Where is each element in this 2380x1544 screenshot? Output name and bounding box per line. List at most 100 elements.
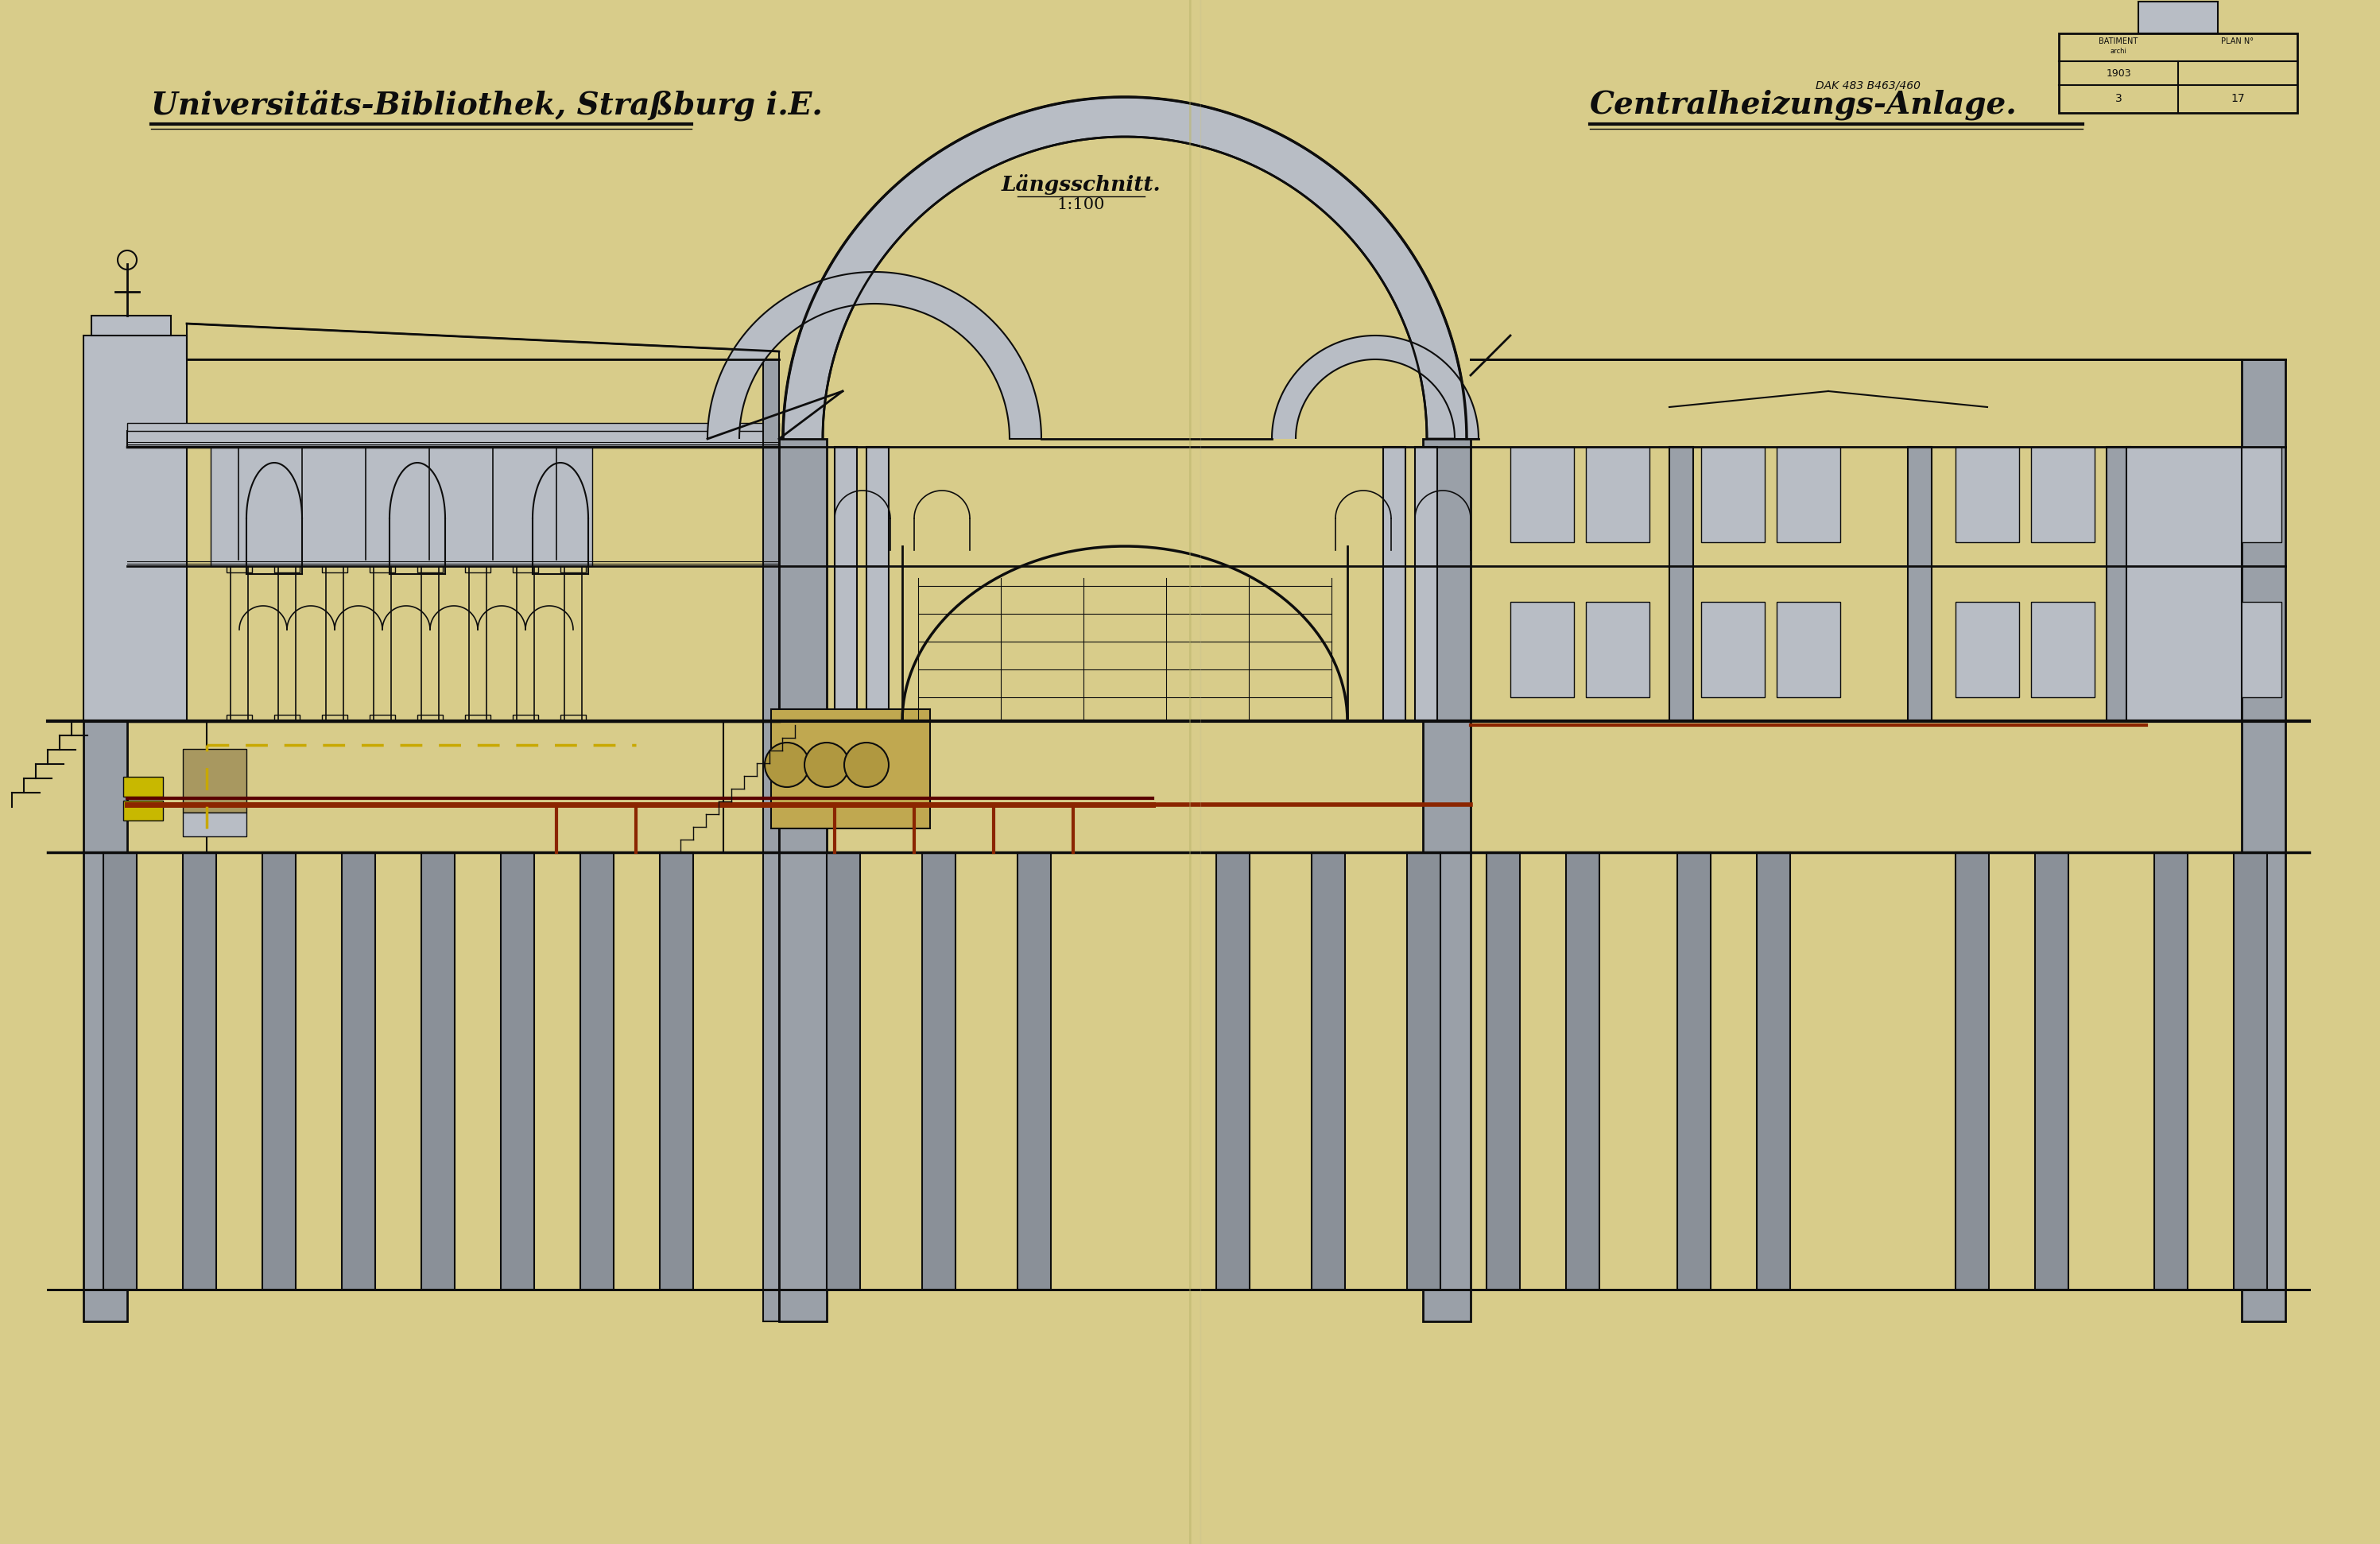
Bar [183,852,217,1289]
Bar [564,567,581,721]
Bar [500,852,533,1289]
Bar [207,721,724,852]
Bar [83,360,126,1322]
Text: 3: 3 [2116,93,2123,103]
Bar [921,852,954,1289]
Bar [464,715,490,721]
Bar [1566,852,1599,1289]
Text: DAK 483 B463/460: DAK 483 B463/460 [1816,79,1921,91]
Circle shape [804,743,850,787]
Text: Universitäts-Bibliothek, Straßburg i.E.: Universitäts-Bibliothek, Straßburg i.E. [150,90,823,120]
Text: Centralheizungs-Anlage.: Centralheizungs-Anlage. [1590,90,2018,120]
Bar [1668,446,1692,721]
Bar [369,567,395,573]
Bar [369,715,395,721]
Bar [469,567,486,721]
Bar [124,801,162,820]
Bar [83,335,186,721]
Bar [1511,602,1573,698]
Circle shape [845,743,888,787]
PathPatch shape [707,272,1042,438]
Bar [231,567,248,721]
Bar [1775,602,1840,698]
Bar [126,431,778,446]
Bar [2218,602,2282,698]
Bar [2059,34,2297,113]
Bar [559,567,585,573]
Bar [2030,446,2094,542]
Bar [1678,852,1711,1289]
Text: 17: 17 [2230,93,2244,103]
Bar [274,715,300,721]
Bar [2035,852,2068,1289]
Bar [1775,446,1840,542]
Bar [512,567,538,573]
Bar [835,446,857,721]
Bar [1585,446,1649,542]
Bar [1423,438,1471,1322]
Text: PLAN N°: PLAN N° [2221,37,2254,45]
Bar [278,567,295,721]
Bar [90,315,171,335]
Bar [274,567,300,573]
Bar [326,567,343,721]
Bar [124,777,162,797]
Bar [559,715,585,721]
Bar [416,567,443,573]
Bar [2235,852,2268,1289]
Bar [421,852,455,1289]
Bar [764,360,778,1322]
Bar [183,812,248,837]
Text: 1:100: 1:100 [1057,196,1104,212]
Circle shape [764,743,809,787]
Bar [516,567,533,721]
Bar [2142,602,2206,698]
Bar [2030,602,2094,698]
Bar [1488,852,1521,1289]
Bar [374,567,390,721]
Bar [421,567,438,721]
Bar [1585,602,1649,698]
Bar [778,438,826,1322]
Bar [1956,852,1990,1289]
Bar [512,715,538,721]
Text: archi: archi [2111,48,2128,54]
Bar [1019,852,1052,1289]
Bar [1702,602,1764,698]
Bar [2242,360,2285,1322]
Bar [226,715,252,721]
Bar [464,567,490,573]
Bar [2137,2,2218,34]
Bar [2125,446,2242,721]
Bar [1909,446,1933,721]
Bar [581,852,614,1289]
Bar [2142,446,2206,542]
Bar [126,423,778,431]
Bar [2218,446,2282,542]
Bar [343,852,376,1289]
PathPatch shape [1271,335,1478,438]
Bar [1956,446,2018,542]
Text: Längsschnitt.: Längsschnitt. [1002,174,1161,195]
Text: 1903: 1903 [2106,68,2130,79]
Bar [1511,446,1573,542]
Bar [321,715,347,721]
Bar [102,852,136,1289]
Bar [262,852,295,1289]
Bar [212,446,593,567]
Bar [183,749,248,812]
Bar [2106,446,2130,721]
Bar [1383,446,1407,721]
Bar [1216,852,1250,1289]
Bar [416,715,443,721]
Bar [1956,602,2018,698]
Text: BATIMENT: BATIMENT [2099,37,2137,45]
PathPatch shape [783,97,1466,438]
Bar [771,709,931,829]
Bar [2154,852,2187,1289]
Bar [659,852,693,1289]
Bar [226,567,252,573]
Bar [1407,852,1440,1289]
Bar [1702,446,1764,542]
Bar [866,446,888,721]
